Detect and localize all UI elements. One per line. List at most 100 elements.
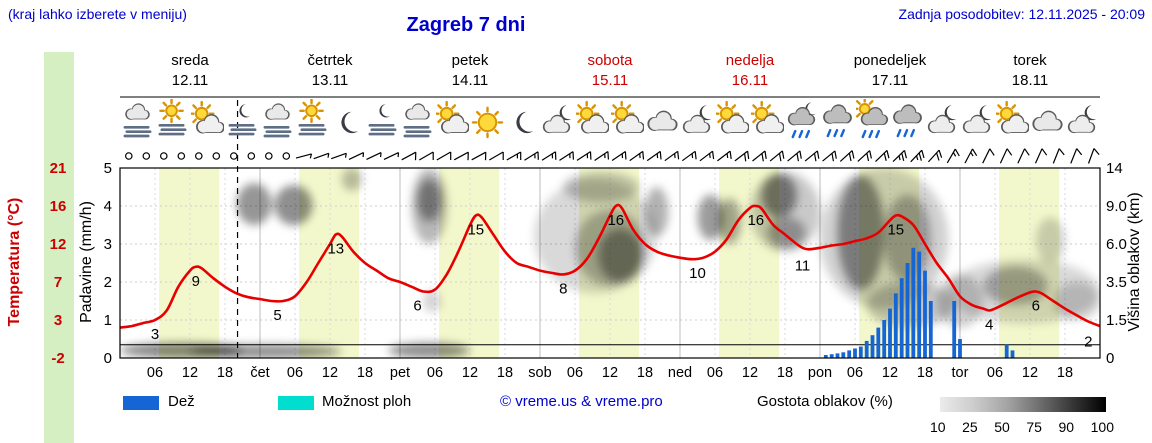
svg-text:06: 06 [427,365,443,381]
svg-text:18: 18 [357,365,373,381]
day-date: 13.11 [311,72,349,89]
cloud-cover-layer [120,168,1100,358]
plot-frame [119,167,1101,359]
svg-text:10: 10 [689,265,706,282]
cloud-density-label: Gostota oblakov (%) [757,393,893,410]
temperature-scale-strip [44,52,74,443]
svg-text:12: 12 [742,365,758,381]
cloud-axis-ticks: 14 9.0 6.0 3.5 1.5 0 [1106,160,1127,367]
svg-text:12: 12 [50,236,67,253]
svg-text:5: 5 [273,307,281,324]
day-name: ponedeljek [853,52,927,69]
svg-text:9: 9 [192,273,200,290]
svg-text:06: 06 [707,365,723,381]
copyright-link[interactable]: © vreme.us & vreme.pro [500,393,663,410]
svg-text:6.0: 6.0 [1106,236,1127,253]
day-date: 18.11 [1011,72,1049,89]
day-date: 15.11 [591,72,629,89]
temperature-value-labels: 3 9 5 13 6 15 8 16 10 16 11 15 4 6 2 [151,212,1093,351]
svg-text:16: 16 [607,212,624,229]
svg-text:13: 13 [327,241,344,258]
day-date: 14.11 [451,72,489,89]
day-name: petek [451,52,489,69]
svg-text:12: 12 [882,365,898,381]
svg-text:15: 15 [467,222,484,239]
svg-text:7: 7 [54,274,62,291]
day-date: 17.11 [871,72,909,89]
svg-text:06: 06 [287,365,303,381]
svg-text:15: 15 [887,222,904,239]
svg-text:4: 4 [104,198,112,215]
svg-text:16: 16 [747,212,764,229]
day-name: četrtek [307,52,353,69]
svg-text:9.0: 9.0 [1106,198,1127,215]
x-axis-labels: 06 12 18 čet 06 12 18 pet 06 12 18 sob 06 12 18 ned 06 12… [147,365,1073,381]
svg-text:12: 12 [462,365,478,381]
day-header-torek: torek 18.11 [960,52,1100,89]
rain-swatch [123,396,159,410]
svg-text:16: 16 [50,198,67,215]
temperature-axis-ticks: 21 16 12 7 3 -2 [50,160,67,367]
svg-text:-2: -2 [51,350,64,367]
svg-text:06: 06 [147,365,163,381]
svg-text:21: 21 [50,160,67,177]
day-date: 16.11 [731,72,769,89]
density-tick: 10 [930,419,946,435]
svg-text:sob: sob [528,365,551,381]
svg-text:12: 12 [182,365,198,381]
svg-text:pet: pet [390,365,410,381]
day-header-sobota: sobota 15.11 [540,52,680,89]
svg-text:12: 12 [602,365,618,381]
day-date: 12.11 [171,72,209,89]
day-header-ponedeljek: ponedeljek 17.11 [820,52,960,89]
showers-swatch [278,396,314,410]
svg-text:18: 18 [1057,365,1073,381]
precip-axis-ticks: 5 4 3 2 1 0 [104,160,112,367]
density-tick: 50 [994,419,1010,435]
menu-hint: (kraj lahko izberete v meniju) [8,6,187,22]
day-name: torek [1013,52,1047,69]
svg-text:14: 14 [1106,160,1123,177]
density-tick: 90 [1058,419,1075,435]
svg-text:0: 0 [104,350,112,367]
svg-text:12: 12 [322,365,338,381]
svg-text:čet: čet [250,365,269,381]
svg-text:18: 18 [777,365,793,381]
density-tick: 100 [1090,419,1114,435]
svg-text:6: 6 [413,298,421,315]
day-header-petek: petek 14.11 [400,52,540,89]
temperature-curve [120,203,1100,329]
page-title: Zagreb 7 dni [406,14,526,36]
day-name: sobota [587,52,633,69]
svg-text:1: 1 [104,312,112,329]
svg-text:18: 18 [917,365,933,381]
svg-text:3: 3 [54,312,62,329]
svg-text:11: 11 [795,258,811,275]
svg-text:06: 06 [987,365,1003,381]
svg-text:8: 8 [559,280,567,297]
day-name: sreda [171,52,209,69]
svg-text:18: 18 [637,365,653,381]
day-header-nedelja: nedelja 16.11 [680,52,820,89]
density-tick: 75 [1026,419,1042,435]
precip-bars [823,247,1015,358]
density-tick: 25 [962,419,978,435]
day-headers: sreda 12.11 četrtek 13.11 petek 14.11 sobota 15… [0,52,1152,96]
day-header-sreda: sreda 12.11 [120,52,260,89]
svg-text:3: 3 [151,326,159,343]
day-header-četrtek: četrtek 13.11 [260,52,400,89]
svg-text:5: 5 [104,160,112,177]
svg-text:18: 18 [497,365,513,381]
svg-text:ned: ned [668,365,692,381]
day-name: nedelja [725,52,775,69]
svg-text:1.5: 1.5 [1106,312,1127,329]
svg-text:0: 0 [1106,350,1114,367]
svg-text:4: 4 [985,317,993,334]
svg-text:tor: tor [952,365,969,381]
svg-text:3.5: 3.5 [1106,274,1127,291]
svg-text:06: 06 [567,365,583,381]
cloud-density-gradient [940,397,1106,412]
showers-legend-label: Možnost ploh [322,393,412,410]
